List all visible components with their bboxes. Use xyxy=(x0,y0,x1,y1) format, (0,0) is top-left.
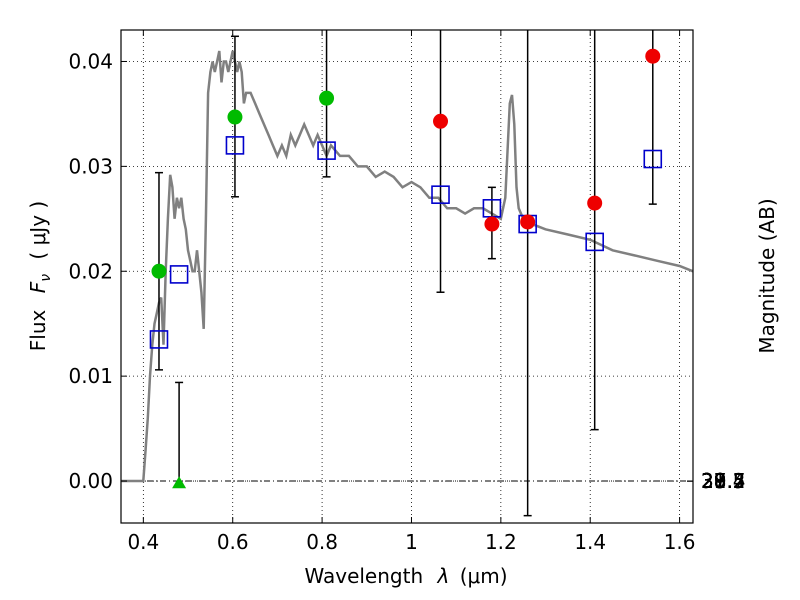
observed-point xyxy=(520,214,536,230)
ticks: 0.4 0.6 0.8 1 1.2 1.4 1.6 0.00 0.01 0.02 0.03 0.04 2… xyxy=(68,30,746,554)
observed-point xyxy=(645,48,661,64)
y2-tick-label: 28.2 xyxy=(701,469,746,493)
x-tick-label: 1.6 xyxy=(664,530,696,554)
model-flux-square xyxy=(225,136,245,155)
y-axis-label: Flux Fν ( μJy ) xyxy=(26,201,55,351)
y2-tick-label: 30 xyxy=(701,469,726,493)
y2-tick-label: 31 xyxy=(701,469,726,493)
axes-frame xyxy=(120,29,694,524)
y-tick-label: 0.01 xyxy=(68,364,113,388)
x-tick-label: 1.2 xyxy=(485,530,517,554)
x-tick-label: 0.8 xyxy=(306,530,338,554)
observed-point xyxy=(587,195,603,211)
model-flux-square xyxy=(431,185,450,204)
x-axis-label: Wavelength λ (μm) xyxy=(304,564,507,588)
y2-tick-label: 27.5 xyxy=(701,469,746,493)
model-flux-square xyxy=(643,149,663,169)
observed-point xyxy=(151,263,167,279)
model-flux-square xyxy=(149,330,169,349)
model-flux-square xyxy=(317,141,336,160)
y2-tick-label: 27.4 xyxy=(701,469,746,493)
model-flux-square xyxy=(585,232,604,252)
plot-area xyxy=(121,30,694,517)
grid xyxy=(121,30,693,523)
model-flux-square xyxy=(169,265,189,284)
x-tick-label: 1 xyxy=(405,530,418,554)
y2-tick-label: 28.5 xyxy=(701,469,746,493)
y2-tick-label: 29.5 xyxy=(701,469,746,493)
y2-tick-label: 29 xyxy=(701,469,726,493)
upper-limit-triangle xyxy=(172,476,187,489)
observed-point xyxy=(484,216,500,232)
y-tick-label: 0.00 xyxy=(68,469,113,493)
y2-tick-label: 28 xyxy=(701,469,726,493)
y-tick-label: 0.02 xyxy=(68,259,113,283)
observed-point xyxy=(319,90,335,106)
secondary-y-axis-label: Magnitude (AB) xyxy=(755,198,779,353)
x-tick-label: 1.4 xyxy=(574,530,606,554)
observed-point xyxy=(433,113,449,129)
sed-model-line xyxy=(121,50,694,483)
x-tick-label: 0.6 xyxy=(217,530,249,554)
y-tick-label: 0.03 xyxy=(68,154,113,178)
x-tick-label: 0.4 xyxy=(127,530,159,554)
y-tick-label: 0.04 xyxy=(68,49,113,73)
observed-point xyxy=(227,109,243,125)
y2-tick-label: 27.7 xyxy=(701,469,746,493)
